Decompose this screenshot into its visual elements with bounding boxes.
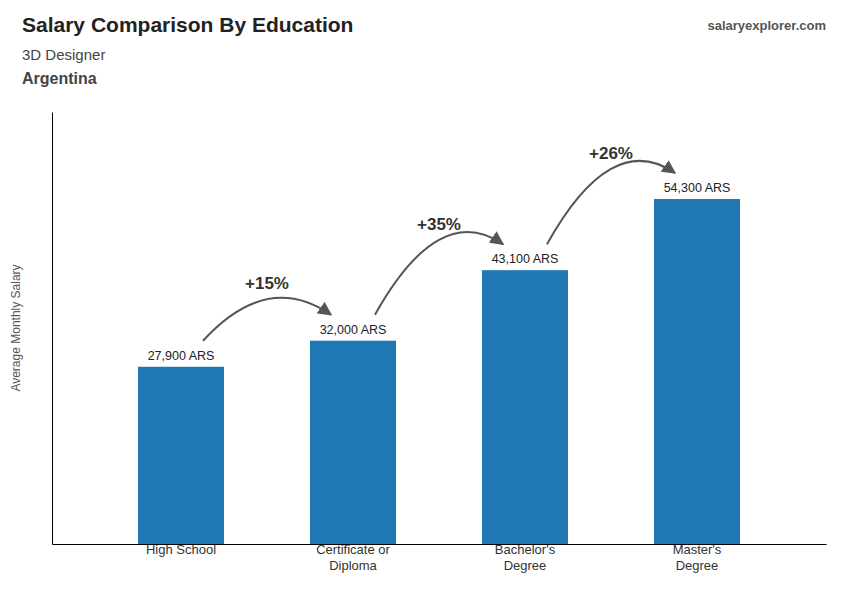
x-tick-label: High School [146,542,216,557]
annotation: +15% [245,274,289,293]
x-tick: High School [146,542,216,557]
x-tick: Bachelor'sDegree [495,542,556,573]
x-tick-label-line: Degree [504,558,547,573]
bars [138,199,740,544]
x-tick-label-line: Degree [676,558,719,573]
y-axis-label: Average Monthly Salary [9,264,23,391]
data-label: 54,300 ARS [664,181,731,195]
y-axis-line [52,113,53,545]
x-tick-label-line: Bachelor's [495,542,556,557]
title: Salary Comparison By Education [22,13,353,36]
source: salaryexplorer.com [707,18,826,33]
x-tick-label: Bachelor'sDegree [495,542,556,573]
annotation: +35% [417,215,461,234]
data-label: 43,100 ARS [492,252,559,266]
x-tick: Certificate orDiploma [316,542,390,573]
annotation: +26% [589,144,633,163]
subtitle: Argentina [22,70,97,87]
data-label: 27,900 ARS [148,349,215,363]
plot: High School Certificate orDiploma Bachelor… [53,113,827,574]
bar [310,341,396,544]
x-tick: Master'sDegree [673,542,722,573]
change-arrow [547,161,675,244]
data-label: 32,000 ARS [320,323,387,337]
data-labels: 27,900 ARS 32,000 ARS 43,100 ARS 54,300 ARS [148,181,731,363]
x-tick-label-line: Certificate or [316,542,390,557]
chart: Salary Comparison By Education 3D Designe… [0,0,850,606]
bar [482,270,568,544]
x-tick-label: Certificate orDiploma [316,542,390,573]
y-axis [52,113,53,545]
annotations: +15% +35% +26% [203,144,675,341]
x-tick-label-line: Diploma [329,558,377,573]
x-tick-label-line: Master's [673,542,722,557]
x-tick-label-line: High School [146,542,216,557]
bar [138,367,224,544]
change-arrow [375,232,503,315]
subtitle: 3D Designer [22,46,105,63]
bar [654,199,740,544]
x-tick-label: Master'sDegree [673,542,722,573]
change-arrow [203,298,331,341]
x-axis: High School Certificate orDiploma Bachelor… [53,542,827,573]
